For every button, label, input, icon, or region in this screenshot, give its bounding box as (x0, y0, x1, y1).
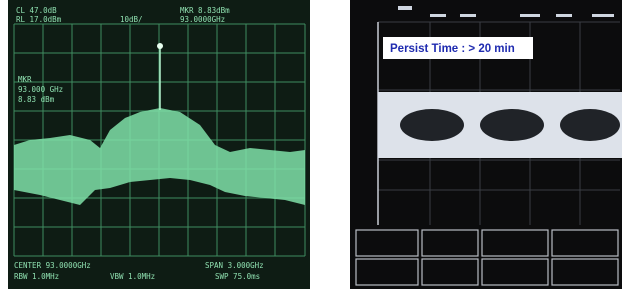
screen-text: 10dB/ (120, 15, 143, 24)
screen-text: 8.83 dBm (18, 95, 55, 104)
persist-label: Persist Time : > 20 min (390, 43, 515, 55)
screen-text: CENTER 93.0000GHz (14, 261, 91, 270)
scope-screen: Persist Time : > 20 min (350, 0, 622, 289)
screen-text: MKR 8.83dBm (180, 6, 230, 15)
eye-opening (480, 109, 544, 141)
screen-text: RL 17.0dBm (16, 15, 62, 24)
spectrum-screen: CL 47.0dB RL 17.0dBm 10dB/ MKR 8.83dBm 9… (8, 0, 310, 289)
page: {"left_screen": { "top": ["CL 47.0dB", "… (0, 0, 626, 289)
eye-opening (400, 109, 464, 141)
screen-text: CL 47.0dB (16, 6, 57, 15)
screen-text: 93.0000GHz (180, 15, 225, 24)
screen-text: MKR (18, 75, 32, 84)
eye-opening (560, 109, 620, 141)
screen-text: 93.000 GHz (18, 85, 63, 94)
screen-text: RBW 1.0MHz (14, 272, 59, 281)
screen-text: SWP 75.0ms (215, 272, 260, 281)
screen-text: SPAN 3.000GHz (205, 261, 264, 270)
photo: CL 47.0dB RL 17.0dBm 10dB/ MKR 8.83dBm 9… (0, 0, 626, 289)
marker-dot (157, 43, 163, 49)
screen-text: VBW 1.0MHz (110, 272, 155, 281)
